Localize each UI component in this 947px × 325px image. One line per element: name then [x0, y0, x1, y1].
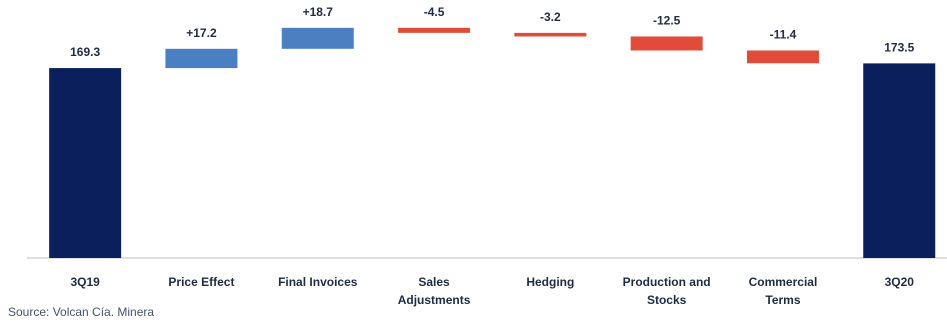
bar-7 — [863, 63, 936, 258]
x-tick-label-3: Sales Adjustments — [398, 275, 471, 307]
bar-6 — [746, 50, 819, 64]
bar-4 — [514, 32, 587, 37]
bar-2 — [281, 27, 354, 49]
source-note: Source: Volcan Cía. Minera — [8, 305, 155, 319]
x-tick-label-6: Commercial Terms — [749, 275, 818, 307]
x-tick-label-7: 3Q20 — [885, 275, 915, 289]
data-label-2: +18.7 — [303, 5, 334, 19]
data-label-6: -11.4 — [770, 27, 797, 41]
data-label-3: -4.5 — [424, 5, 445, 19]
data-label-1: +17.2 — [186, 26, 217, 40]
data-label-4: -3.2 — [540, 10, 561, 24]
x-tick-label-2: Final Invoices — [278, 275, 358, 289]
bar-5 — [630, 36, 703, 51]
bar-1 — [165, 48, 238, 69]
x-tick-label-4: Hedging — [526, 275, 574, 289]
data-label-0: 169.3 — [70, 45, 100, 59]
bar-3 — [398, 27, 471, 33]
data-label-7: 173.5 — [884, 40, 914, 54]
x-tick-label-1: Price Effect — [168, 275, 234, 289]
x-tick-label-5: Production and Stocks — [623, 275, 711, 307]
data-label-5: -12.5 — [653, 13, 681, 27]
x-tick-label-0: 3Q19 — [70, 275, 100, 289]
bar-0 — [49, 68, 122, 258]
